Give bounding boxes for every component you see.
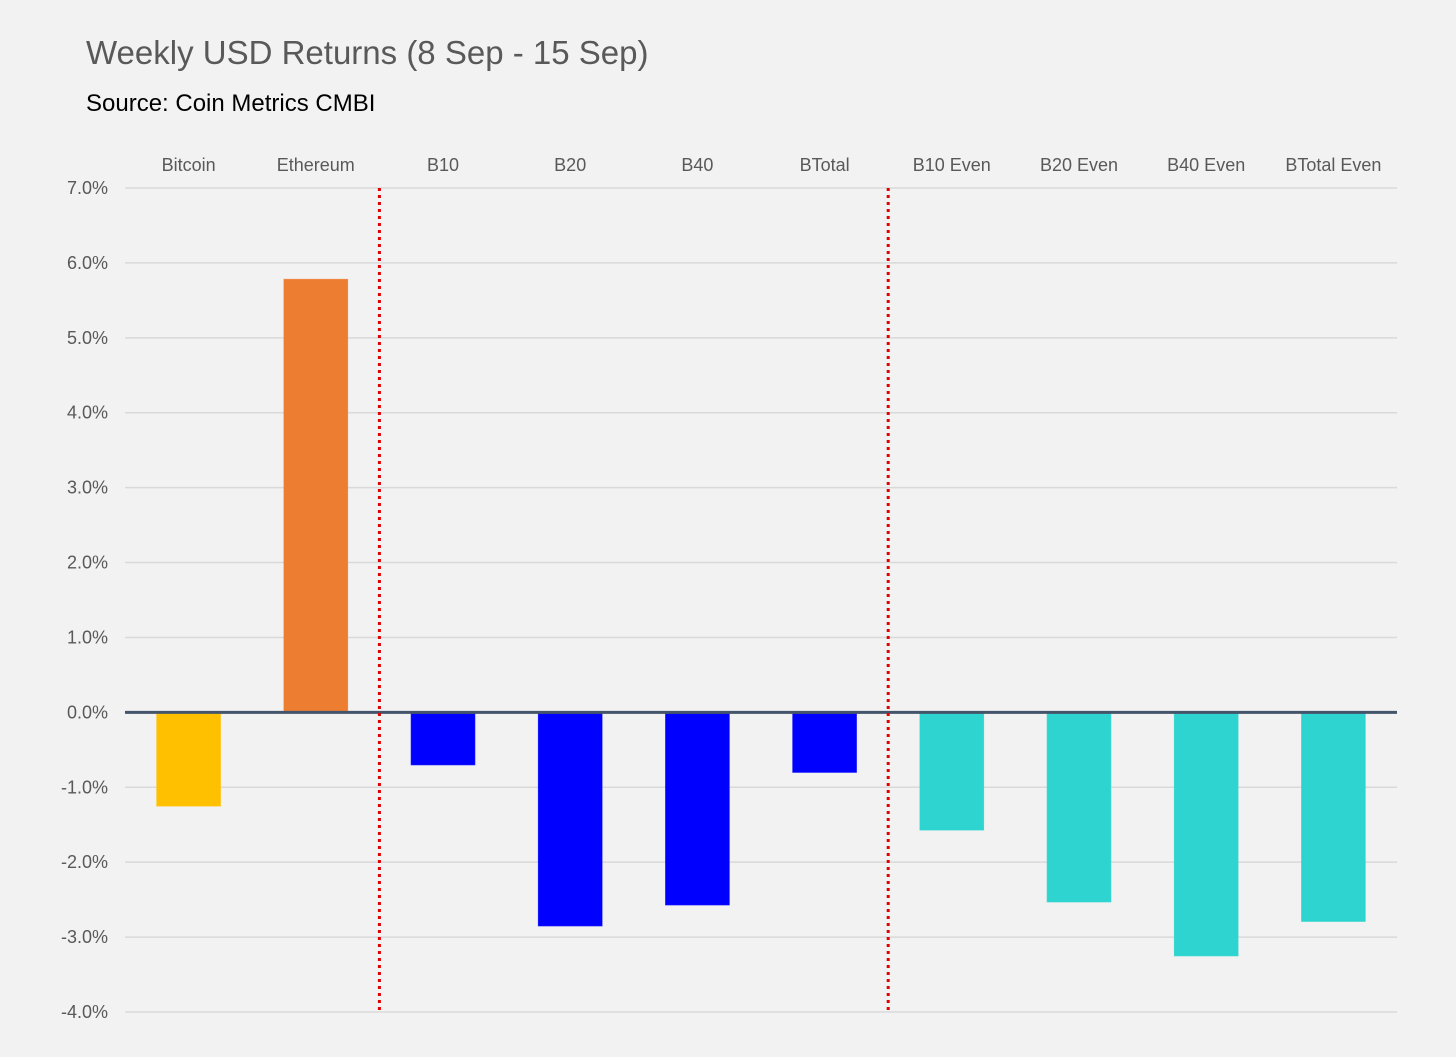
category-label: BTotal Even (1285, 155, 1381, 175)
y-tick-label: 4.0% (67, 403, 108, 423)
y-tick-label: 5.0% (67, 328, 108, 348)
bar-b20 (537, 711, 603, 927)
y-tick-label: -1.0% (61, 777, 108, 797)
divider-lines (377, 188, 890, 1012)
y-tick-label: -4.0% (61, 1002, 108, 1022)
y-axis-ticks: 7.0% 6.0% 5.0% 4.0% 3.0% 2.0% 1.0% 0.0% -1.0% -2.… (61, 178, 108, 1022)
bar-b40-even (1173, 711, 1239, 957)
category-label: B10 Even (913, 155, 991, 175)
chart-subtitle: Source: Coin Metrics CMBI (86, 90, 376, 117)
bar-btotal (792, 711, 857, 773)
y-tick-label: 1.0% (67, 627, 108, 647)
bar-b40 (665, 711, 730, 906)
y-tick-label: -3.0% (61, 927, 108, 947)
y-tick-label: 7.0% (67, 178, 108, 198)
category-label: Bitcoin (162, 155, 216, 175)
category-label: B10 (427, 155, 459, 175)
y-tick-label: 3.0% (67, 478, 108, 498)
category-label: Ethereum (277, 155, 355, 175)
bar-ethereum (283, 278, 349, 713)
category-label: B40 (681, 155, 713, 175)
bar-b10 (410, 711, 476, 766)
bar-btotal-even (1301, 711, 1366, 922)
bars (156, 278, 1366, 957)
bar-bitcoin (156, 711, 221, 807)
chart-title: Weekly USD Returns (8 Sep - 15 Sep) (86, 34, 649, 71)
y-tick-label: -2.0% (61, 852, 108, 872)
category-label: BTotal (800, 155, 850, 175)
bar-b20-even (1046, 711, 1112, 903)
y-tick-label: 6.0% (67, 253, 108, 273)
category-label: B20 (554, 155, 586, 175)
y-tick-label: 0.0% (67, 702, 108, 722)
category-labels: Bitcoin Ethereum B10 B20 B40 BTotal B10 Even B2… (162, 155, 1382, 175)
category-label: B20 Even (1040, 155, 1118, 175)
bar-b10-even (919, 711, 985, 831)
y-tick-label: 2.0% (67, 553, 108, 573)
category-label: B40 Even (1167, 155, 1245, 175)
